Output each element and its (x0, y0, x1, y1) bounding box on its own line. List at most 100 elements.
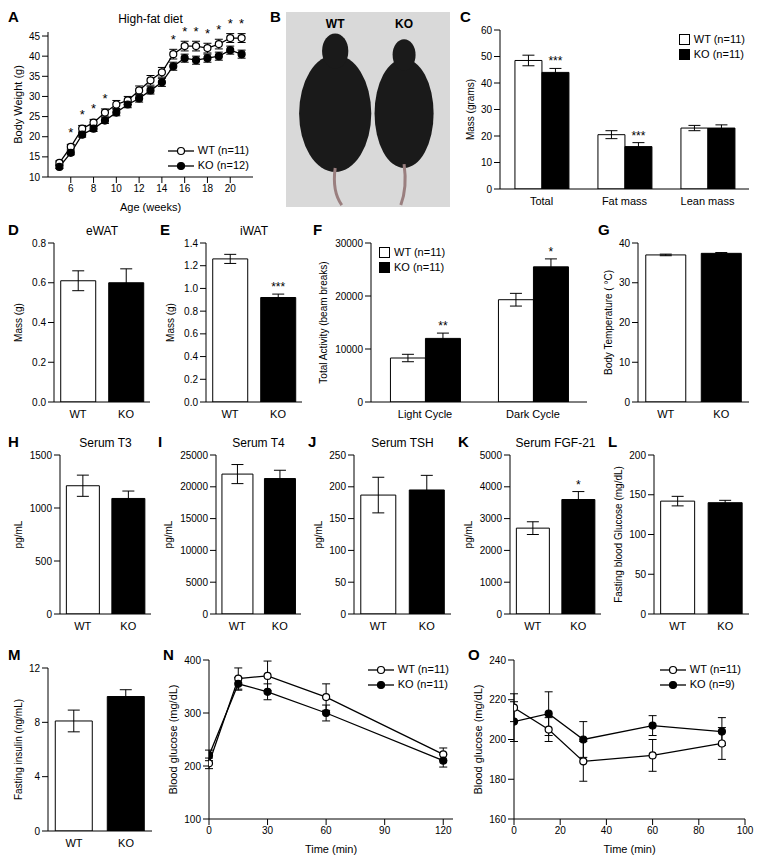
svg-text:0.6: 0.6 (184, 328, 198, 339)
svg-text:Body Weight (g): Body Weight (g) (12, 65, 24, 144)
svg-text:KO: KO (272, 620, 288, 632)
svg-text:0.8: 0.8 (184, 306, 198, 317)
svg-text:*: * (239, 16, 244, 31)
svg-text:*: * (216, 22, 221, 37)
svg-text:*: * (102, 91, 107, 106)
svg-text:0.0: 0.0 (184, 397, 198, 408)
svg-text:Time (min): Time (min) (603, 843, 655, 855)
svg-text:20: 20 (481, 131, 493, 142)
svg-text:4000: 4000 (480, 481, 503, 492)
svg-text:10000: 10000 (335, 344, 363, 355)
svg-text:0: 0 (357, 397, 363, 408)
svg-text:20: 20 (619, 317, 631, 328)
svg-text:Time (min): Time (min) (305, 843, 357, 855)
svg-text:200: 200 (489, 734, 506, 745)
svg-text:35: 35 (29, 71, 41, 82)
svg-text:20: 20 (225, 183, 237, 194)
svg-text:0.2: 0.2 (32, 357, 46, 368)
svg-text:200: 200 (329, 481, 346, 492)
svg-text:*: * (194, 24, 199, 39)
svg-text:WT: WT (524, 620, 541, 632)
svg-text:8: 8 (91, 183, 97, 194)
svg-text:100: 100 (737, 825, 754, 836)
svg-text:240: 240 (489, 655, 506, 666)
svg-text:Blood glucose (mg/dL): Blood glucose (mg/dL) (472, 684, 484, 794)
svg-text:**: ** (438, 319, 448, 333)
svg-text:60: 60 (481, 25, 493, 36)
svg-text:WT: WT (229, 620, 246, 632)
svg-text:14: 14 (156, 183, 168, 194)
svg-text:45: 45 (29, 31, 41, 42)
svg-text:10: 10 (619, 357, 631, 368)
svg-text:KO: KO (120, 620, 136, 632)
svg-text:30: 30 (29, 91, 41, 102)
svg-text:60: 60 (321, 825, 333, 836)
svg-text:0: 0 (340, 609, 346, 620)
svg-text:40: 40 (29, 51, 41, 62)
svg-text:0.6: 0.6 (32, 277, 46, 288)
svg-text:Fasting insulin (ng/mL): Fasting insulin (ng/mL) (13, 699, 24, 800)
svg-text:WT: WT (669, 620, 686, 632)
svg-text:8: 8 (34, 717, 40, 728)
svg-text:0: 0 (34, 826, 40, 837)
svg-text:16: 16 (179, 183, 191, 194)
svg-text:Total: Total (530, 195, 553, 207)
svg-text:120: 120 (435, 825, 452, 836)
svg-text:25: 25 (29, 111, 41, 122)
svg-text:*: * (91, 101, 96, 116)
svg-text:100: 100 (629, 529, 646, 540)
svg-text:5000: 5000 (186, 577, 209, 588)
svg-text:2000: 2000 (480, 545, 503, 556)
svg-text:1.4: 1.4 (184, 238, 198, 249)
svg-text:5000: 5000 (480, 450, 503, 461)
svg-text:WT: WT (221, 408, 238, 420)
svg-text:Total Activity (beam breaks): Total Activity (beam breaks) (318, 261, 329, 383)
svg-text:4: 4 (34, 771, 40, 782)
svg-text:WT: WT (74, 620, 91, 632)
svg-text:500: 500 (35, 556, 52, 567)
svg-text:0: 0 (46, 609, 52, 620)
svg-text:18: 18 (202, 183, 214, 194)
svg-text:0.4: 0.4 (32, 317, 46, 328)
svg-text:Fasting blood Glucose (mg/dL): Fasting blood Glucose (mg/dL) (613, 466, 624, 603)
svg-text:160: 160 (489, 814, 506, 825)
svg-text:KO: KO (395, 17, 413, 31)
svg-text:Dark Cycle: Dark Cycle (506, 408, 560, 420)
svg-text:KO: KO (570, 620, 586, 632)
svg-text:12: 12 (134, 183, 146, 194)
svg-text:Blood glucose (mg/dL): Blood glucose (mg/dL) (167, 684, 179, 794)
svg-text:*: * (576, 478, 581, 492)
svg-text:Age (weeks): Age (weeks) (120, 201, 181, 213)
svg-text:WT: WT (370, 620, 387, 632)
svg-text:20000: 20000 (180, 481, 208, 492)
svg-text:***: *** (548, 54, 562, 68)
svg-text:100: 100 (184, 814, 201, 825)
svg-text:*: * (80, 107, 85, 122)
svg-text:30: 30 (481, 104, 493, 115)
svg-text:1.2: 1.2 (184, 260, 198, 271)
svg-text:50: 50 (481, 51, 493, 62)
svg-text:90: 90 (379, 825, 391, 836)
svg-text:0.8: 0.8 (32, 238, 46, 249)
svg-text:KO: KO (118, 837, 134, 849)
svg-text:150: 150 (629, 489, 646, 500)
svg-text:*: * (228, 16, 233, 31)
svg-text:KO: KO (270, 408, 286, 420)
svg-text:pg/mL: pg/mL (13, 520, 24, 548)
svg-text:0: 0 (624, 397, 630, 408)
svg-text:10: 10 (111, 183, 123, 194)
svg-text:30: 30 (262, 825, 274, 836)
svg-text:200: 200 (184, 761, 201, 772)
svg-text:***: *** (631, 129, 645, 143)
svg-text:400: 400 (184, 655, 201, 666)
svg-text:Light Cycle: Light Cycle (398, 408, 452, 420)
svg-text:0: 0 (486, 184, 492, 195)
svg-text:Fat mass: Fat mass (602, 195, 648, 207)
svg-text:*: * (171, 32, 176, 47)
svg-text:*: * (549, 245, 554, 259)
svg-text:80: 80 (693, 825, 705, 836)
svg-text:100: 100 (329, 545, 346, 556)
svg-text:*: * (182, 24, 187, 39)
svg-text:Lean mass: Lean mass (681, 195, 735, 207)
svg-text:50: 50 (335, 577, 347, 588)
